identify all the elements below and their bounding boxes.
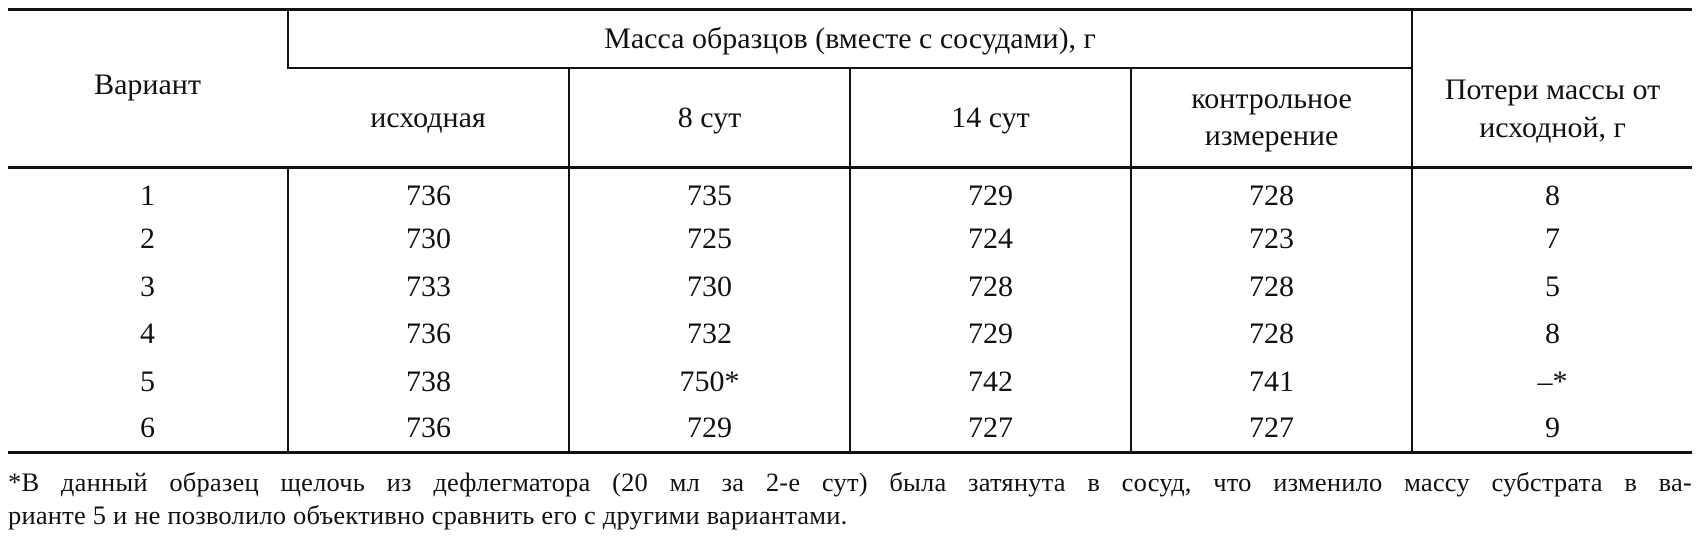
cell-initial: 733	[287, 262, 569, 310]
cell-day14: 729	[849, 310, 1131, 358]
cell-control: 728	[1129, 310, 1413, 358]
cell-loss: 5	[1411, 262, 1693, 310]
table-body: 1 736 735 729 728 8 2 730 725 724 723 7 …	[8, 167, 1693, 453]
header-mass-loss: Потери массы от исходной, г	[1411, 9, 1693, 168]
cell-variant: 1	[140, 179, 155, 213]
cell-initial: 736	[287, 405, 569, 453]
header-mass-group: Масса образцов (вместе с сосудами), г	[286, 9, 1413, 69]
cell-variant: 3	[140, 269, 155, 303]
cell-control: 741	[1129, 357, 1413, 405]
cell-initial: 736	[287, 167, 569, 215]
cell-day8: 730	[568, 262, 850, 310]
cell-control: 727	[1129, 405, 1413, 453]
header-initial: исходная	[370, 100, 486, 134]
cell-loss: 7	[1411, 215, 1693, 263]
table-row: 5 738 750* 742 741 –*	[8, 357, 1693, 405]
cell-day8: 750*	[568, 357, 850, 405]
cell-variant: 2	[140, 222, 155, 255]
cell-variant: 6	[140, 411, 155, 445]
cell-initial: 738	[287, 357, 569, 405]
table-footnote: *В данный образец щелочь из дефлегматора…	[8, 466, 1692, 532]
cell-day8: 732	[568, 310, 850, 358]
table-row: 4 736 732 729 728 8	[8, 310, 1693, 358]
table-row: 6 736 729 727 727 9	[8, 405, 1693, 453]
cell-day14: 729	[849, 167, 1131, 215]
header-day14: 14 сут	[849, 67, 1131, 168]
header-day8: 8 сут	[568, 67, 850, 168]
table-row: 2 730 725 724 723 7	[8, 215, 1693, 263]
cell-variant: 4	[140, 317, 155, 350]
cell-initial: 730	[287, 215, 569, 263]
cell-loss: –*	[1411, 357, 1693, 405]
footnote-line-1: *В данный образец щелочь из дефлегматора…	[8, 467, 1692, 497]
table-row: 1 736 735 729 728 8	[8, 167, 1693, 215]
cell-variant: 5	[140, 364, 155, 398]
cell-day8: 725	[568, 215, 850, 263]
header-control: контрольное измерение	[1129, 67, 1413, 168]
table-row: 3 733 730 728 728 5	[8, 262, 1693, 310]
cell-control: 728	[1129, 167, 1413, 215]
cell-day8: 729	[568, 405, 850, 453]
cell-day14: 724	[849, 215, 1131, 263]
header-variant: Вариант	[94, 67, 201, 101]
cell-day14: 727	[849, 405, 1131, 453]
cell-loss: 8	[1411, 310, 1693, 358]
cell-control: 728	[1129, 262, 1413, 310]
cell-loss: 9	[1411, 405, 1693, 453]
cell-control: 723	[1129, 215, 1413, 263]
table-header: Вариант Масса образцов (вместе с сосудам…	[8, 9, 1693, 168]
mass-table: Вариант Масса образцов (вместе с сосудам…	[8, 8, 1693, 454]
cell-day8: 735	[568, 167, 850, 215]
cell-day14: 728	[849, 262, 1131, 310]
cell-day14: 742	[849, 357, 1131, 405]
cell-loss: 8	[1411, 167, 1693, 215]
cell-initial: 736	[287, 310, 569, 358]
footnote-line-2: рианте 5 и не позволило объективно сравн…	[8, 500, 848, 530]
